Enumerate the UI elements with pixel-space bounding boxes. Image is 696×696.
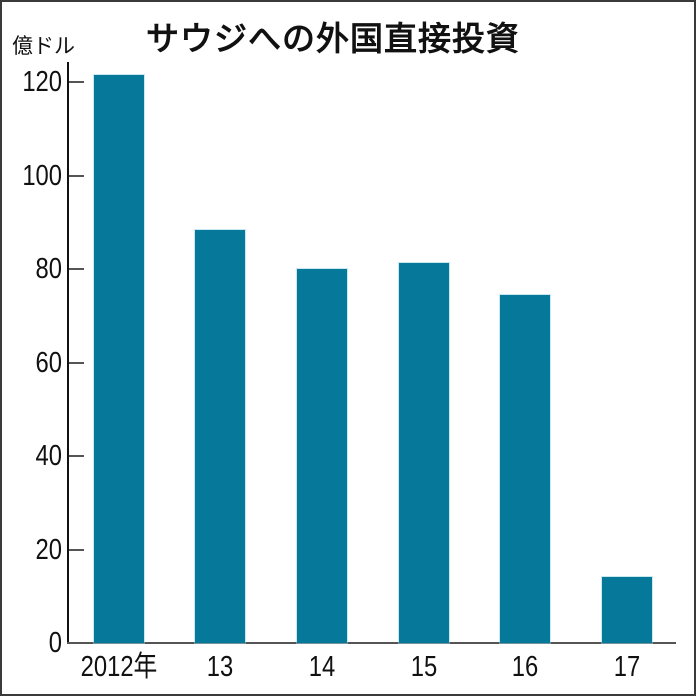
x-axis-line (67, 642, 676, 644)
x-tick-label-2: 14 (308, 651, 336, 683)
bar-2 (297, 269, 347, 643)
y-tick-100 (69, 174, 84, 177)
bar-3 (399, 262, 449, 643)
y-tick-40 (69, 455, 84, 457)
y-tick-120 (69, 81, 84, 83)
y-tick-80 (69, 268, 84, 270)
x-tick-label-4: 16 (511, 651, 539, 683)
y-tick-label-20: 20 (35, 533, 62, 566)
y-axis-line (67, 62, 69, 644)
bar-0 (94, 74, 144, 643)
y-axis-unit-label: 億ドル (12, 34, 75, 58)
y-tick-label-120: 120 (22, 66, 62, 98)
y-tick-label-80: 80 (35, 253, 62, 285)
bar-5 (602, 576, 652, 643)
y-tick-20 (69, 548, 84, 551)
bar-4 (500, 295, 550, 643)
x-tick-label-1: 13 (206, 651, 234, 683)
chart-title: サウジへの外国直接投資 (146, 19, 520, 58)
y-tick-label-60: 60 (35, 346, 62, 379)
bar-1 (195, 229, 245, 643)
x-tick-label-5: 17 (613, 651, 641, 683)
y-tick-label-0: 0 (48, 627, 62, 659)
y-tick-label-40: 40 (35, 440, 62, 472)
x-tick-label-3: 15 (410, 651, 438, 683)
y-tick-label-100: 100 (22, 159, 62, 192)
y-tick-60 (69, 361, 84, 364)
x-tick-label-0: 2012年 (80, 651, 158, 683)
